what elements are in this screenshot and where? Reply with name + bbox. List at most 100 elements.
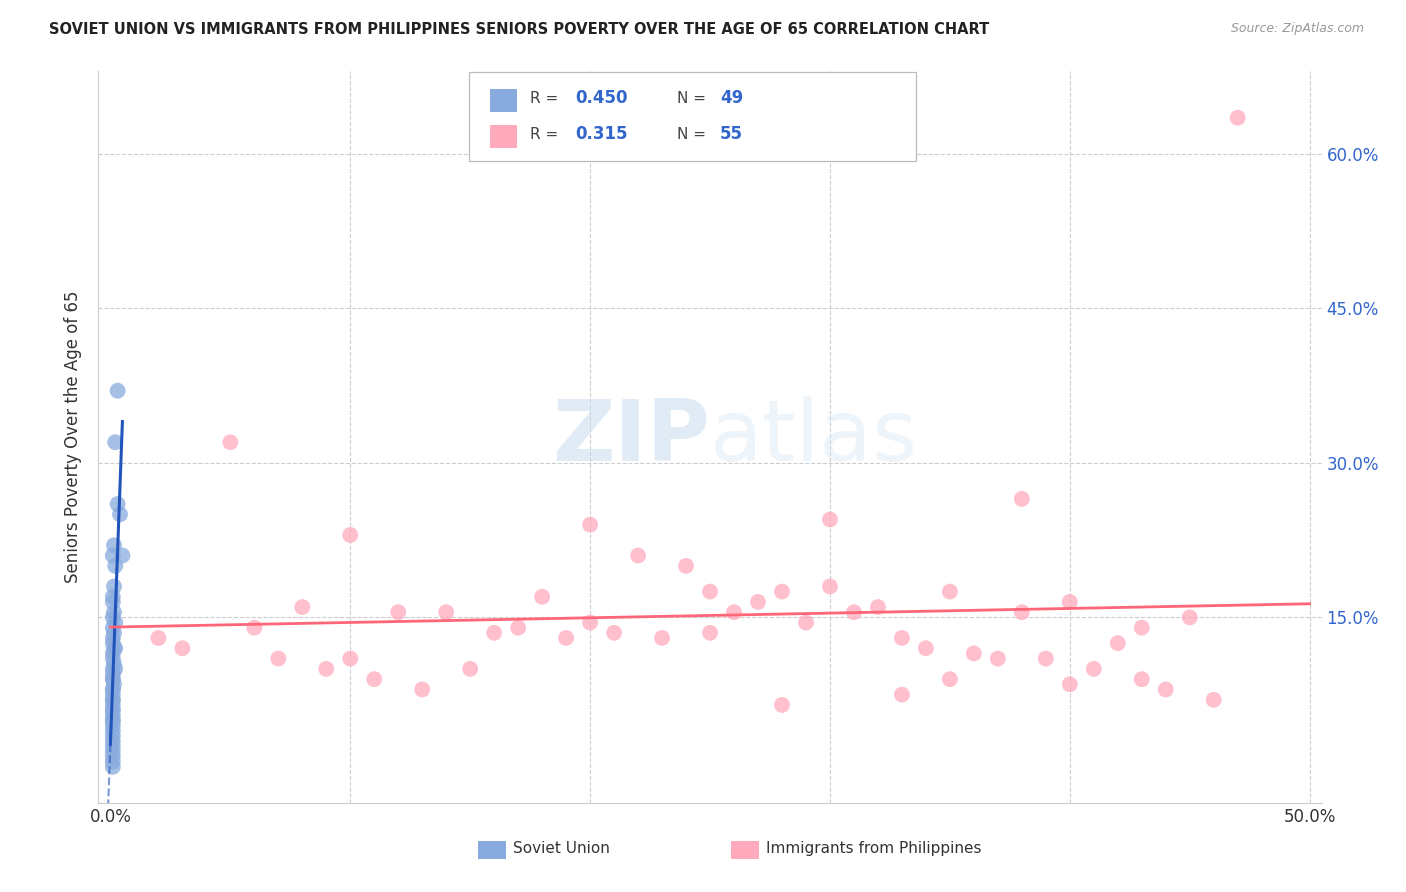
- Point: [1130, 672, 1153, 686]
- Point: [101, 714, 124, 728]
- Point: [103, 538, 125, 552]
- Point: [794, 615, 817, 630]
- Point: [699, 625, 721, 640]
- Point: [101, 682, 124, 697]
- Point: [219, 435, 242, 450]
- Point: [101, 744, 124, 758]
- Point: [434, 605, 457, 619]
- Point: [1011, 605, 1033, 619]
- Text: Immigrants from Philippines: Immigrants from Philippines: [766, 841, 981, 855]
- Point: [315, 662, 337, 676]
- Bar: [489, 125, 517, 148]
- Point: [103, 657, 125, 671]
- Point: [699, 584, 721, 599]
- Point: [1035, 651, 1057, 665]
- Point: [101, 667, 124, 681]
- Point: [101, 723, 124, 738]
- Text: 49: 49: [720, 89, 742, 107]
- Point: [458, 662, 481, 676]
- Point: [1130, 621, 1153, 635]
- Point: [101, 595, 124, 609]
- Point: [987, 651, 1010, 665]
- Point: [101, 610, 124, 624]
- Point: [101, 703, 124, 717]
- Point: [890, 631, 912, 645]
- Point: [101, 549, 124, 563]
- Text: ZIP: ZIP: [553, 395, 710, 479]
- Point: [555, 631, 578, 645]
- Point: [172, 641, 194, 656]
- Point: [818, 512, 841, 526]
- Point: [103, 605, 125, 619]
- Point: [101, 621, 124, 635]
- Text: atlas: atlas: [710, 395, 918, 479]
- Text: 55: 55: [720, 126, 742, 144]
- Point: [101, 760, 124, 774]
- Point: [939, 672, 962, 686]
- Point: [1107, 636, 1129, 650]
- Point: [411, 682, 433, 697]
- Point: [1083, 662, 1105, 676]
- Point: [627, 549, 650, 563]
- Point: [101, 734, 124, 748]
- Text: N =: N =: [678, 91, 711, 106]
- Text: 0.315: 0.315: [575, 126, 628, 144]
- Point: [531, 590, 554, 604]
- Point: [363, 672, 385, 686]
- Text: SOVIET UNION VS IMMIGRANTS FROM PHILIPPINES SENIORS POVERTY OVER THE AGE OF 65 C: SOVIET UNION VS IMMIGRANTS FROM PHILIPPI…: [49, 22, 990, 37]
- Point: [101, 693, 124, 707]
- Point: [104, 615, 127, 630]
- Text: Soviet Union: Soviet Union: [513, 841, 610, 855]
- FancyBboxPatch shape: [470, 72, 915, 161]
- Point: [963, 647, 986, 661]
- Point: [104, 641, 127, 656]
- Point: [651, 631, 673, 645]
- Point: [339, 651, 361, 665]
- Point: [603, 625, 626, 640]
- Point: [1059, 677, 1081, 691]
- Point: [508, 621, 530, 635]
- Point: [103, 677, 125, 691]
- Point: [579, 615, 602, 630]
- Point: [104, 662, 127, 676]
- Point: [101, 755, 124, 769]
- Point: [104, 558, 127, 573]
- Point: [101, 739, 124, 753]
- Point: [101, 631, 124, 645]
- Point: [101, 708, 124, 723]
- Text: Source: ZipAtlas.com: Source: ZipAtlas.com: [1230, 22, 1364, 36]
- Point: [101, 749, 124, 764]
- Point: [107, 497, 129, 511]
- Point: [1011, 491, 1033, 506]
- Point: [101, 703, 124, 717]
- Point: [770, 584, 793, 599]
- Point: [890, 688, 912, 702]
- Point: [915, 641, 938, 656]
- Point: [101, 718, 124, 732]
- Point: [579, 517, 602, 532]
- Point: [675, 558, 697, 573]
- Point: [101, 662, 124, 676]
- Point: [101, 651, 124, 665]
- Point: [101, 693, 124, 707]
- Point: [1059, 595, 1081, 609]
- Point: [101, 672, 124, 686]
- Point: [267, 651, 290, 665]
- Point: [101, 729, 124, 743]
- Point: [104, 435, 127, 450]
- Point: [243, 621, 266, 635]
- Text: R =: R =: [530, 127, 568, 142]
- Point: [101, 590, 124, 604]
- Point: [101, 682, 124, 697]
- Point: [723, 605, 745, 619]
- Point: [103, 641, 125, 656]
- Point: [108, 508, 131, 522]
- Point: [866, 600, 889, 615]
- Point: [339, 528, 361, 542]
- Text: N =: N =: [678, 127, 711, 142]
- Point: [148, 631, 170, 645]
- Point: [1226, 111, 1249, 125]
- Point: [818, 579, 841, 593]
- Y-axis label: Seniors Poverty Over the Age of 65: Seniors Poverty Over the Age of 65: [65, 291, 83, 583]
- Point: [842, 605, 865, 619]
